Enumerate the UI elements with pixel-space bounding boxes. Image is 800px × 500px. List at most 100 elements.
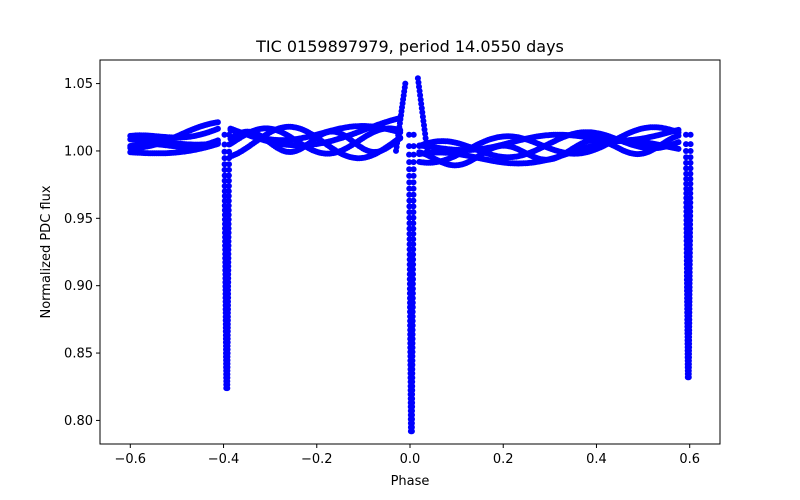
- data-points: [127, 75, 694, 435]
- data-point: [408, 428, 415, 435]
- data-point: [225, 238, 232, 245]
- data-point: [225, 251, 232, 257]
- y-axis-ticks: 0.80 0.85 0.90 0.95 1.00 1.05: [64, 77, 100, 429]
- data-point: [221, 177, 228, 184]
- data-point: [225, 216, 232, 223]
- data-point: [214, 119, 221, 126]
- x-tick-label: 0.2: [493, 452, 514, 467]
- y-tick-label: 0.95: [64, 212, 93, 227]
- data-point: [410, 191, 417, 198]
- x-tick-label: −0.2: [301, 452, 333, 467]
- data-point: [226, 155, 232, 162]
- data-point: [410, 197, 417, 204]
- data-point: [225, 177, 232, 184]
- data-point: [221, 172, 228, 179]
- y-tick-label: 0.80: [64, 414, 93, 429]
- data-point: [409, 313, 416, 320]
- data-point: [410, 151, 417, 158]
- data-point: [687, 175, 694, 182]
- x-tick-label: −0.6: [115, 452, 147, 467]
- data-point: [226, 148, 233, 155]
- data-point: [406, 179, 413, 186]
- y-axis-label: Normalized PDC flux: [39, 185, 54, 318]
- y-tick-label: 0.85: [64, 347, 93, 362]
- x-tick-label: 0.4: [586, 452, 607, 467]
- data-point: [221, 166, 228, 173]
- data-point: [410, 246, 417, 253]
- data-point: [225, 259, 232, 266]
- data-point: [685, 374, 692, 381]
- data-point: [221, 141, 228, 148]
- data-point: [424, 147, 431, 154]
- data-point: [410, 185, 417, 192]
- data-point: [409, 331, 416, 338]
- data-point: [410, 220, 417, 227]
- data-point: [410, 166, 417, 173]
- data-point: [221, 131, 228, 138]
- data-point: [683, 170, 690, 177]
- data-point: [410, 276, 416, 283]
- data-point: [225, 207, 232, 214]
- data-point: [225, 183, 232, 189]
- data-point: [687, 221, 694, 228]
- data-point: [410, 143, 417, 150]
- data-point: [409, 304, 416, 311]
- data-point: [406, 191, 413, 198]
- data-point: [410, 236, 417, 243]
- data-point: [683, 180, 690, 187]
- data-point: [675, 139, 682, 146]
- data-point: [226, 161, 232, 168]
- data-point: [687, 217, 694, 224]
- data-point: [225, 234, 232, 241]
- data-point: [687, 208, 694, 215]
- data-point: [225, 197, 232, 204]
- data-point: [687, 165, 694, 172]
- data-point: [687, 233, 693, 240]
- data-point: [224, 385, 231, 392]
- data-point: [225, 172, 232, 179]
- data-point: [687, 170, 694, 177]
- data-point: [687, 190, 694, 197]
- data-point: [410, 179, 417, 186]
- data-point: [225, 246, 232, 253]
- data-point: [683, 165, 690, 172]
- data-point: [410, 209, 417, 216]
- data-point: [226, 131, 233, 138]
- data-point: [406, 172, 413, 179]
- x-axis-label: Phase: [391, 474, 430, 489]
- data-point: [687, 204, 694, 211]
- data-point: [225, 229, 232, 236]
- data-point: [683, 175, 690, 182]
- data-point: [221, 183, 228, 189]
- data-point: [675, 145, 682, 152]
- data-point: [410, 131, 417, 138]
- data-point: [393, 147, 399, 154]
- data-point: [409, 290, 416, 297]
- data-point: [225, 221, 232, 227]
- x-tick-label: −0.4: [208, 452, 240, 467]
- data-point: [410, 225, 417, 232]
- data-point: [410, 241, 417, 248]
- data-point: [410, 251, 417, 258]
- data-point: [225, 225, 232, 232]
- x-tick-label: 0.0: [400, 452, 421, 467]
- data-point: [406, 143, 413, 150]
- data-point: [683, 148, 689, 154]
- data-point: [687, 180, 694, 187]
- data-point: [410, 172, 417, 179]
- x-tick-label: 0.6: [679, 452, 700, 467]
- data-point: [409, 335, 416, 342]
- data-point: [683, 141, 689, 148]
- data-point: [687, 229, 693, 236]
- data-point: [687, 212, 694, 219]
- data-point: [225, 193, 232, 199]
- data-point: [410, 271, 416, 278]
- data-point: [406, 159, 413, 166]
- data-point: [410, 203, 417, 210]
- x-axis-ticks: −0.6 −0.4 −0.2 0.0 0.2 0.4 0.6: [115, 444, 700, 467]
- data-point: [226, 141, 233, 148]
- data-point: [409, 299, 416, 306]
- data-point: [406, 131, 413, 138]
- data-point: [683, 154, 690, 161]
